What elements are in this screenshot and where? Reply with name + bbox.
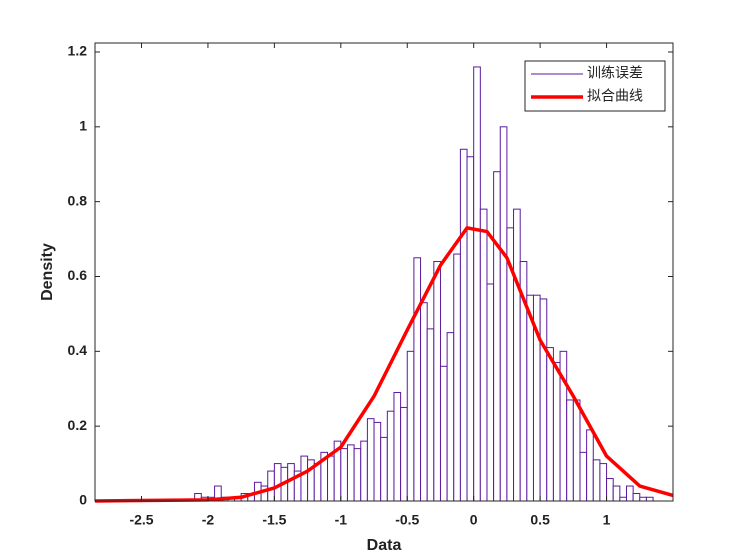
histogram-bar xyxy=(612,485,621,502)
histogram-bar xyxy=(273,463,282,502)
histogram-bar xyxy=(479,208,488,502)
legend-label: 拟合曲线 xyxy=(587,88,643,104)
histogram-bar xyxy=(426,328,435,502)
histogram-bar xyxy=(393,391,402,502)
fit-curve xyxy=(94,226,674,503)
histogram-bar xyxy=(539,298,548,502)
x-tick-label: 1 xyxy=(603,512,611,528)
histogram-bar xyxy=(373,421,382,502)
histogram-bar xyxy=(586,429,594,502)
x-tick-label: 0 xyxy=(470,512,478,528)
histogram-bar xyxy=(606,478,614,502)
histogram-bar xyxy=(340,448,348,502)
histogram-bar xyxy=(400,406,408,502)
legend-label: 训练误差 xyxy=(587,65,643,81)
histogram-bar xyxy=(360,440,368,502)
histogram-bar xyxy=(493,171,501,502)
histogram-bar xyxy=(406,350,415,502)
legend-box xyxy=(524,60,666,112)
histogram-bar xyxy=(300,455,309,502)
histogram-bar xyxy=(632,493,641,502)
y-tick-label: 1.2 xyxy=(68,43,88,59)
x-tick-label: 0.5 xyxy=(530,512,550,528)
x-tick-label: -2.5 xyxy=(129,512,153,528)
histogram-bar xyxy=(572,399,581,502)
y-tick-label: 0.6 xyxy=(68,267,88,283)
histogram-bar xyxy=(499,126,508,502)
histogram-bar xyxy=(645,496,654,502)
histogram-bar xyxy=(413,257,422,502)
histogram-bar xyxy=(353,448,362,502)
y-tick-label: 0.4 xyxy=(68,342,88,358)
histogram-bar xyxy=(439,365,448,502)
y-axis-label: Density xyxy=(39,243,56,301)
histogram-bar xyxy=(639,496,647,502)
histogram-bar xyxy=(625,485,634,502)
y-tick-label: 1 xyxy=(79,118,87,134)
histogram-bar xyxy=(380,436,388,502)
x-tick-label: -2 xyxy=(202,512,215,528)
x-tick-label: -0.5 xyxy=(395,512,419,528)
histogram-bar xyxy=(526,294,534,502)
histogram-bar xyxy=(346,444,355,502)
histogram-bar xyxy=(267,470,275,502)
histogram-bar xyxy=(473,66,481,502)
x-axis-label: Data xyxy=(367,537,402,554)
axes-box xyxy=(94,42,674,502)
histogram-bar xyxy=(486,283,495,502)
histogram-bar xyxy=(453,253,461,502)
histogram-bar xyxy=(566,399,574,502)
histogram-bar xyxy=(386,410,395,502)
histogram-bar xyxy=(433,261,441,502)
x-tick-label: -1.5 xyxy=(262,512,286,528)
histogram-bar xyxy=(599,463,608,502)
x-tick-label: -1 xyxy=(335,512,348,528)
histogram-bar xyxy=(446,332,455,502)
histogram-bar xyxy=(420,302,428,502)
y-tick-label: 0.2 xyxy=(68,417,88,433)
y-tick-label: 0.8 xyxy=(68,192,88,208)
histogram-bar xyxy=(327,455,335,502)
histogram-bar xyxy=(619,496,627,502)
histogram-bar xyxy=(546,347,554,502)
histogram-bar xyxy=(366,418,375,502)
y-tick-label: 0 xyxy=(79,492,87,508)
histogram-bar xyxy=(552,362,561,502)
histogram-bar xyxy=(313,463,322,502)
histogram-bar xyxy=(579,451,588,502)
histogram-bar xyxy=(513,208,521,502)
histogram-bar xyxy=(466,156,475,502)
histogram-bar xyxy=(592,459,601,502)
histogram-bar xyxy=(459,148,468,502)
